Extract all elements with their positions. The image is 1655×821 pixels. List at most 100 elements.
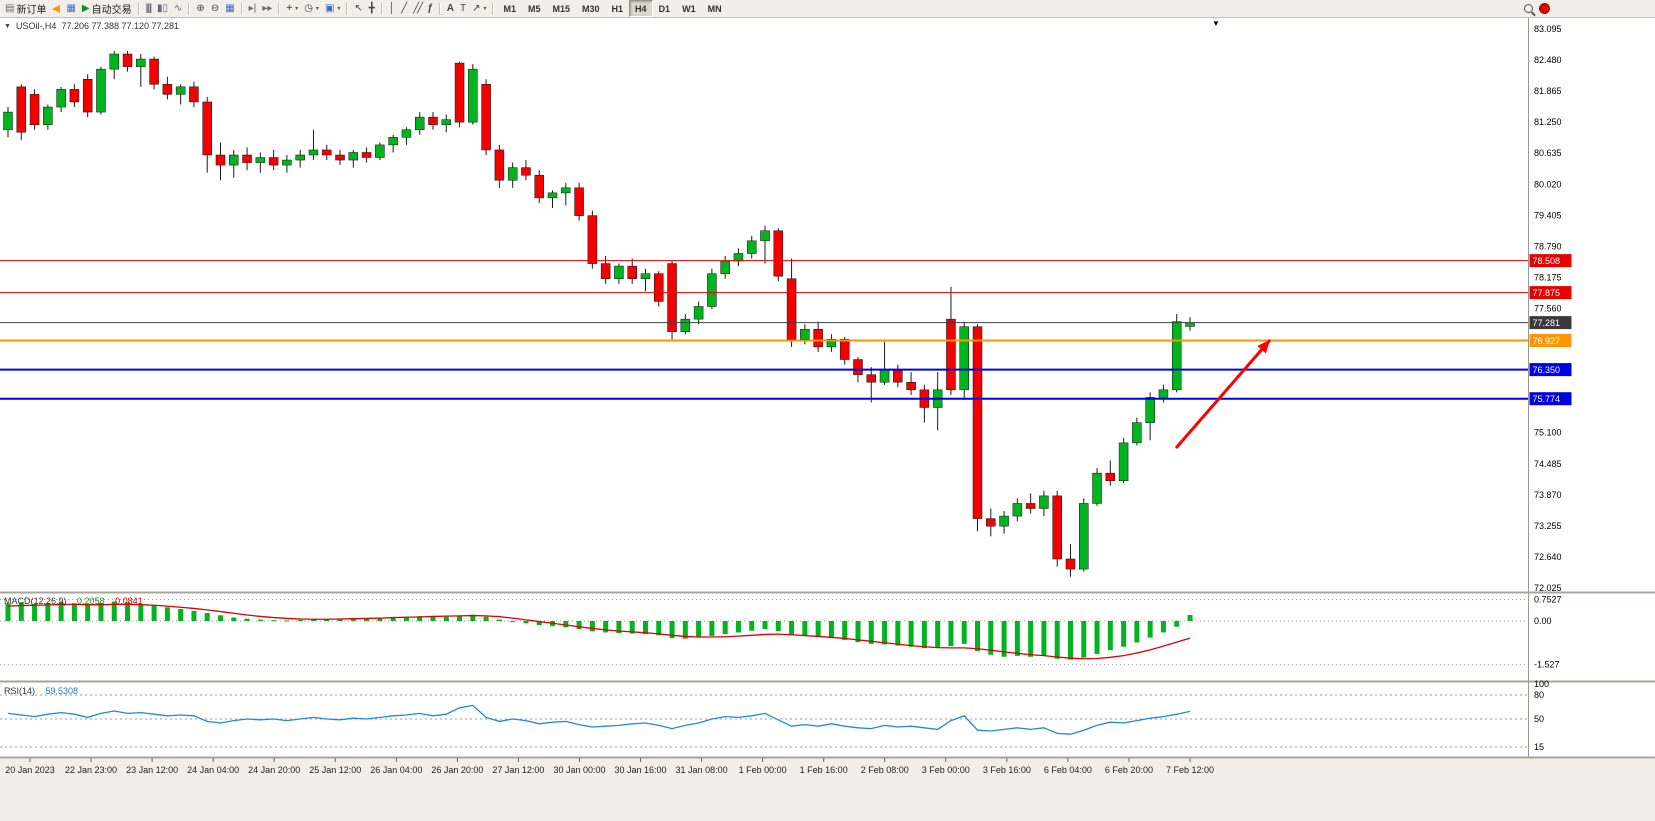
symbol-dropdown-icon[interactable]: ▼ bbox=[4, 22, 11, 30]
macd-histogram-bar bbox=[589, 621, 595, 632]
chevron-down-icon: ▾ bbox=[295, 6, 299, 12]
notification-dot-icon bbox=[1539, 3, 1550, 14]
candle-body bbox=[746, 240, 757, 254]
price-axis-label: 77.560 bbox=[1534, 304, 1562, 314]
candle-body bbox=[321, 149, 332, 156]
macd-histogram-bar bbox=[111, 601, 117, 621]
zoom-in-button[interactable]: ⊕ bbox=[193, 1, 207, 16]
text-tool-button[interactable]: A bbox=[444, 1, 457, 16]
price-axis-label: 73.870 bbox=[1534, 490, 1562, 500]
crosshair-tool-button[interactable]: ╋ bbox=[366, 1, 378, 16]
candle-body bbox=[893, 369, 903, 383]
macd-histogram-bar bbox=[669, 621, 675, 639]
trendline-tool-button[interactable]: ╱ bbox=[398, 1, 410, 16]
chart-shift-marker[interactable]: ▼ bbox=[1212, 19, 1220, 28]
time-axis-label: 3 Feb 16:00 bbox=[983, 765, 1031, 775]
chart-background bbox=[0, 18, 1655, 821]
new-order-button[interactable]: ▤ 新订单 bbox=[2, 1, 49, 16]
timeframe-m5-button[interactable]: M5 bbox=[527, 3, 541, 14]
timeframe-w1-button[interactable]: W1 bbox=[682, 3, 696, 14]
candle-body bbox=[1052, 495, 1062, 560]
candle-body bbox=[1065, 558, 1076, 570]
notification-badge[interactable] bbox=[1536, 1, 1553, 16]
timeframe-h4-button[interactable]: H4 bbox=[629, 0, 653, 17]
candle-body bbox=[1132, 422, 1142, 444]
price-axis: 83.095 82.480 81.865 81.250 80.635 80.020 79.4… bbox=[1529, 24, 1572, 593]
autotrading-button[interactable]: ▶ 自动交易 bbox=[79, 1, 135, 16]
macd-histogram-bar bbox=[5, 603, 11, 621]
price-axis-label: 81.250 bbox=[1534, 117, 1562, 127]
market-watch-button[interactable]: ▦ bbox=[63, 1, 78, 16]
chart-line-button[interactable]: ∿ bbox=[171, 1, 185, 16]
toolbar-separator bbox=[188, 2, 191, 15]
price-badge bbox=[1529, 254, 1572, 268]
timeframe-h1-button[interactable]: H1 bbox=[611, 3, 624, 14]
macd-histogram-bar bbox=[257, 619, 263, 621]
trend-arrow-line[interactable] bbox=[1174, 339, 1272, 449]
chart-ohlc: 77.206 77.388 77.120 77.281 bbox=[61, 21, 180, 31]
trend-arrow-head[interactable] bbox=[1257, 340, 1270, 354]
price-badge-label: 77.281 bbox=[1533, 318, 1561, 328]
time-axis-label: 26 Jan 04:00 bbox=[370, 765, 422, 775]
chart-candles-button[interactable]: ▮▯ bbox=[154, 1, 171, 16]
candle-body bbox=[69, 89, 80, 103]
macd-histogram-bar bbox=[204, 612, 210, 621]
timeframe-m30-button[interactable]: M30 bbox=[582, 3, 600, 14]
candle-body bbox=[561, 187, 571, 194]
macd-histogram-bar bbox=[284, 620, 290, 622]
alerts-button[interactable] bbox=[49, 1, 63, 16]
zoom-out-button[interactable]: ⊖ bbox=[208, 1, 222, 16]
chart-bars-button[interactable]: ||| bbox=[143, 1, 154, 16]
arrow-tool-icon: ↗ bbox=[472, 3, 481, 14]
trend-arrow[interactable] bbox=[1174, 339, 1272, 449]
auto-scroll-button[interactable]: ▸▸ bbox=[259, 1, 275, 16]
macd-histogram-bar bbox=[18, 602, 24, 621]
toolbar-separator bbox=[438, 2, 441, 15]
candle-body bbox=[786, 278, 797, 340]
periods-button[interactable]: ◷ ▾ bbox=[301, 1, 322, 16]
time-axis-label: 27 Jan 12:00 bbox=[492, 765, 544, 775]
chevron-down-icon: ▾ bbox=[483, 6, 487, 12]
zoom-out-icon: ⊖ bbox=[210, 3, 220, 14]
macd-histogram-bar bbox=[855, 621, 861, 643]
macd-signal-value: 0.0841 bbox=[115, 596, 143, 606]
time-axis-label: 30 Jan 16:00 bbox=[615, 765, 667, 775]
chart-shift-button[interactable]: ▸| bbox=[246, 1, 260, 16]
search-button[interactable] bbox=[1521, 1, 1536, 16]
time-axis-label: 22 Jan 23:00 bbox=[65, 765, 117, 775]
macd-histogram-bar bbox=[443, 616, 449, 621]
time-axis-label: 30 Jan 00:00 bbox=[553, 765, 605, 775]
rsi-line bbox=[7, 704, 1191, 735]
indicators-plus-icon: + bbox=[286, 3, 293, 14]
candle-body bbox=[348, 152, 359, 161]
timeframe-d1-button[interactable]: D1 bbox=[658, 3, 671, 14]
cursor-tool-button[interactable]: ↖ bbox=[351, 1, 365, 16]
channel-tool-button[interactable]: ╱╱ bbox=[410, 1, 424, 16]
new-order-label: 新订单 bbox=[16, 5, 47, 16]
timeframe-m1-button[interactable]: M1 bbox=[503, 3, 516, 14]
macd-histogram-bar bbox=[1094, 621, 1100, 654]
candle-body bbox=[999, 515, 1009, 527]
crosshair-icon: ╋ bbox=[368, 3, 375, 14]
label-tool-button[interactable]: T bbox=[457, 1, 469, 16]
tile-windows-button[interactable]: ▦ bbox=[222, 1, 237, 16]
timeframe-mn-button[interactable]: MN bbox=[707, 3, 722, 14]
candle-body bbox=[959, 326, 969, 391]
macd-histogram-bar bbox=[1001, 621, 1007, 657]
templates-button[interactable]: ▣ ▾ bbox=[322, 1, 343, 16]
fibonacci-icon: ƒ bbox=[427, 3, 433, 14]
candle-body bbox=[521, 167, 531, 176]
price-badge bbox=[1529, 316, 1572, 330]
price-axis-label: 74.485 bbox=[1534, 459, 1562, 469]
candle-body bbox=[1118, 442, 1129, 481]
chart-canvas[interactable]: 83.095 82.480 81.865 81.250 80.635 80.020 79.4… bbox=[0, 18, 1655, 821]
macd-histogram-bar bbox=[32, 603, 38, 621]
indicators-button[interactable]: + ▾ bbox=[283, 1, 301, 16]
timeframe-m15-button[interactable]: M15 bbox=[552, 3, 571, 14]
fibonacci-tool-button[interactable]: ƒ bbox=[424, 1, 436, 16]
time-axis-label: 2 Feb 08:00 bbox=[861, 765, 909, 775]
macd-histogram-bar bbox=[1134, 621, 1140, 643]
vertical-line-tool-button[interactable]: │ bbox=[386, 1, 398, 16]
arrows-tool-button[interactable]: ↗ ▾ bbox=[469, 1, 489, 16]
